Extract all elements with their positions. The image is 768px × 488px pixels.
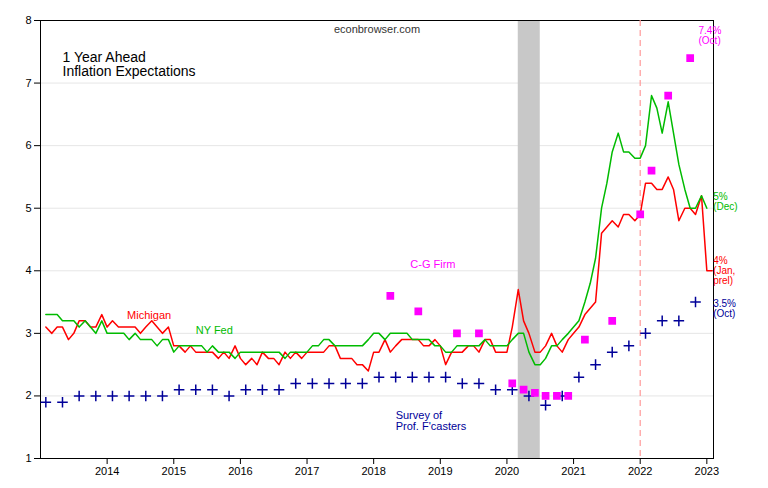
svg-text:1: 1 xyxy=(25,452,31,464)
svg-text:2019: 2019 xyxy=(428,465,452,477)
svg-text:6: 6 xyxy=(25,139,31,151)
svg-text:5%(Dec): 5%(Dec) xyxy=(713,191,737,212)
svg-text:7.4%(Oct): 7.4%(Oct) xyxy=(699,25,722,46)
svg-text:C-G Firm: C-G Firm xyxy=(410,258,455,270)
svg-text:econbrowser.com: econbrowser.com xyxy=(334,23,420,35)
svg-text:5: 5 xyxy=(25,202,31,214)
svg-text:7: 7 xyxy=(25,77,31,89)
svg-text:8: 8 xyxy=(25,14,31,26)
svg-text:2020: 2020 xyxy=(495,465,519,477)
svg-text:2021: 2021 xyxy=(561,465,585,477)
svg-text:2017: 2017 xyxy=(295,465,319,477)
svg-text:2014: 2014 xyxy=(95,465,119,477)
svg-text:Michigan: Michigan xyxy=(127,309,171,321)
svg-text:2015: 2015 xyxy=(162,465,186,477)
svg-text:4: 4 xyxy=(25,264,31,276)
svg-text:NY Fed: NY Fed xyxy=(196,324,233,336)
svg-text:3.5%(Oct): 3.5%(Oct) xyxy=(713,298,736,319)
svg-text:3: 3 xyxy=(25,327,31,339)
svg-text:2016: 2016 xyxy=(228,465,252,477)
svg-text:2023: 2023 xyxy=(695,465,719,477)
svg-text:2022: 2022 xyxy=(628,465,652,477)
svg-text:2018: 2018 xyxy=(361,465,385,477)
svg-text:2: 2 xyxy=(25,389,31,401)
svg-text:1 Year AheadInflation Expectat: 1 Year AheadInflation Expectations xyxy=(63,49,196,79)
svg-text:Survey ofProf. F'casters: Survey ofProf. F'casters xyxy=(396,409,467,432)
svg-text:4%(Jan,prel): 4%(Jan,prel) xyxy=(713,255,735,286)
